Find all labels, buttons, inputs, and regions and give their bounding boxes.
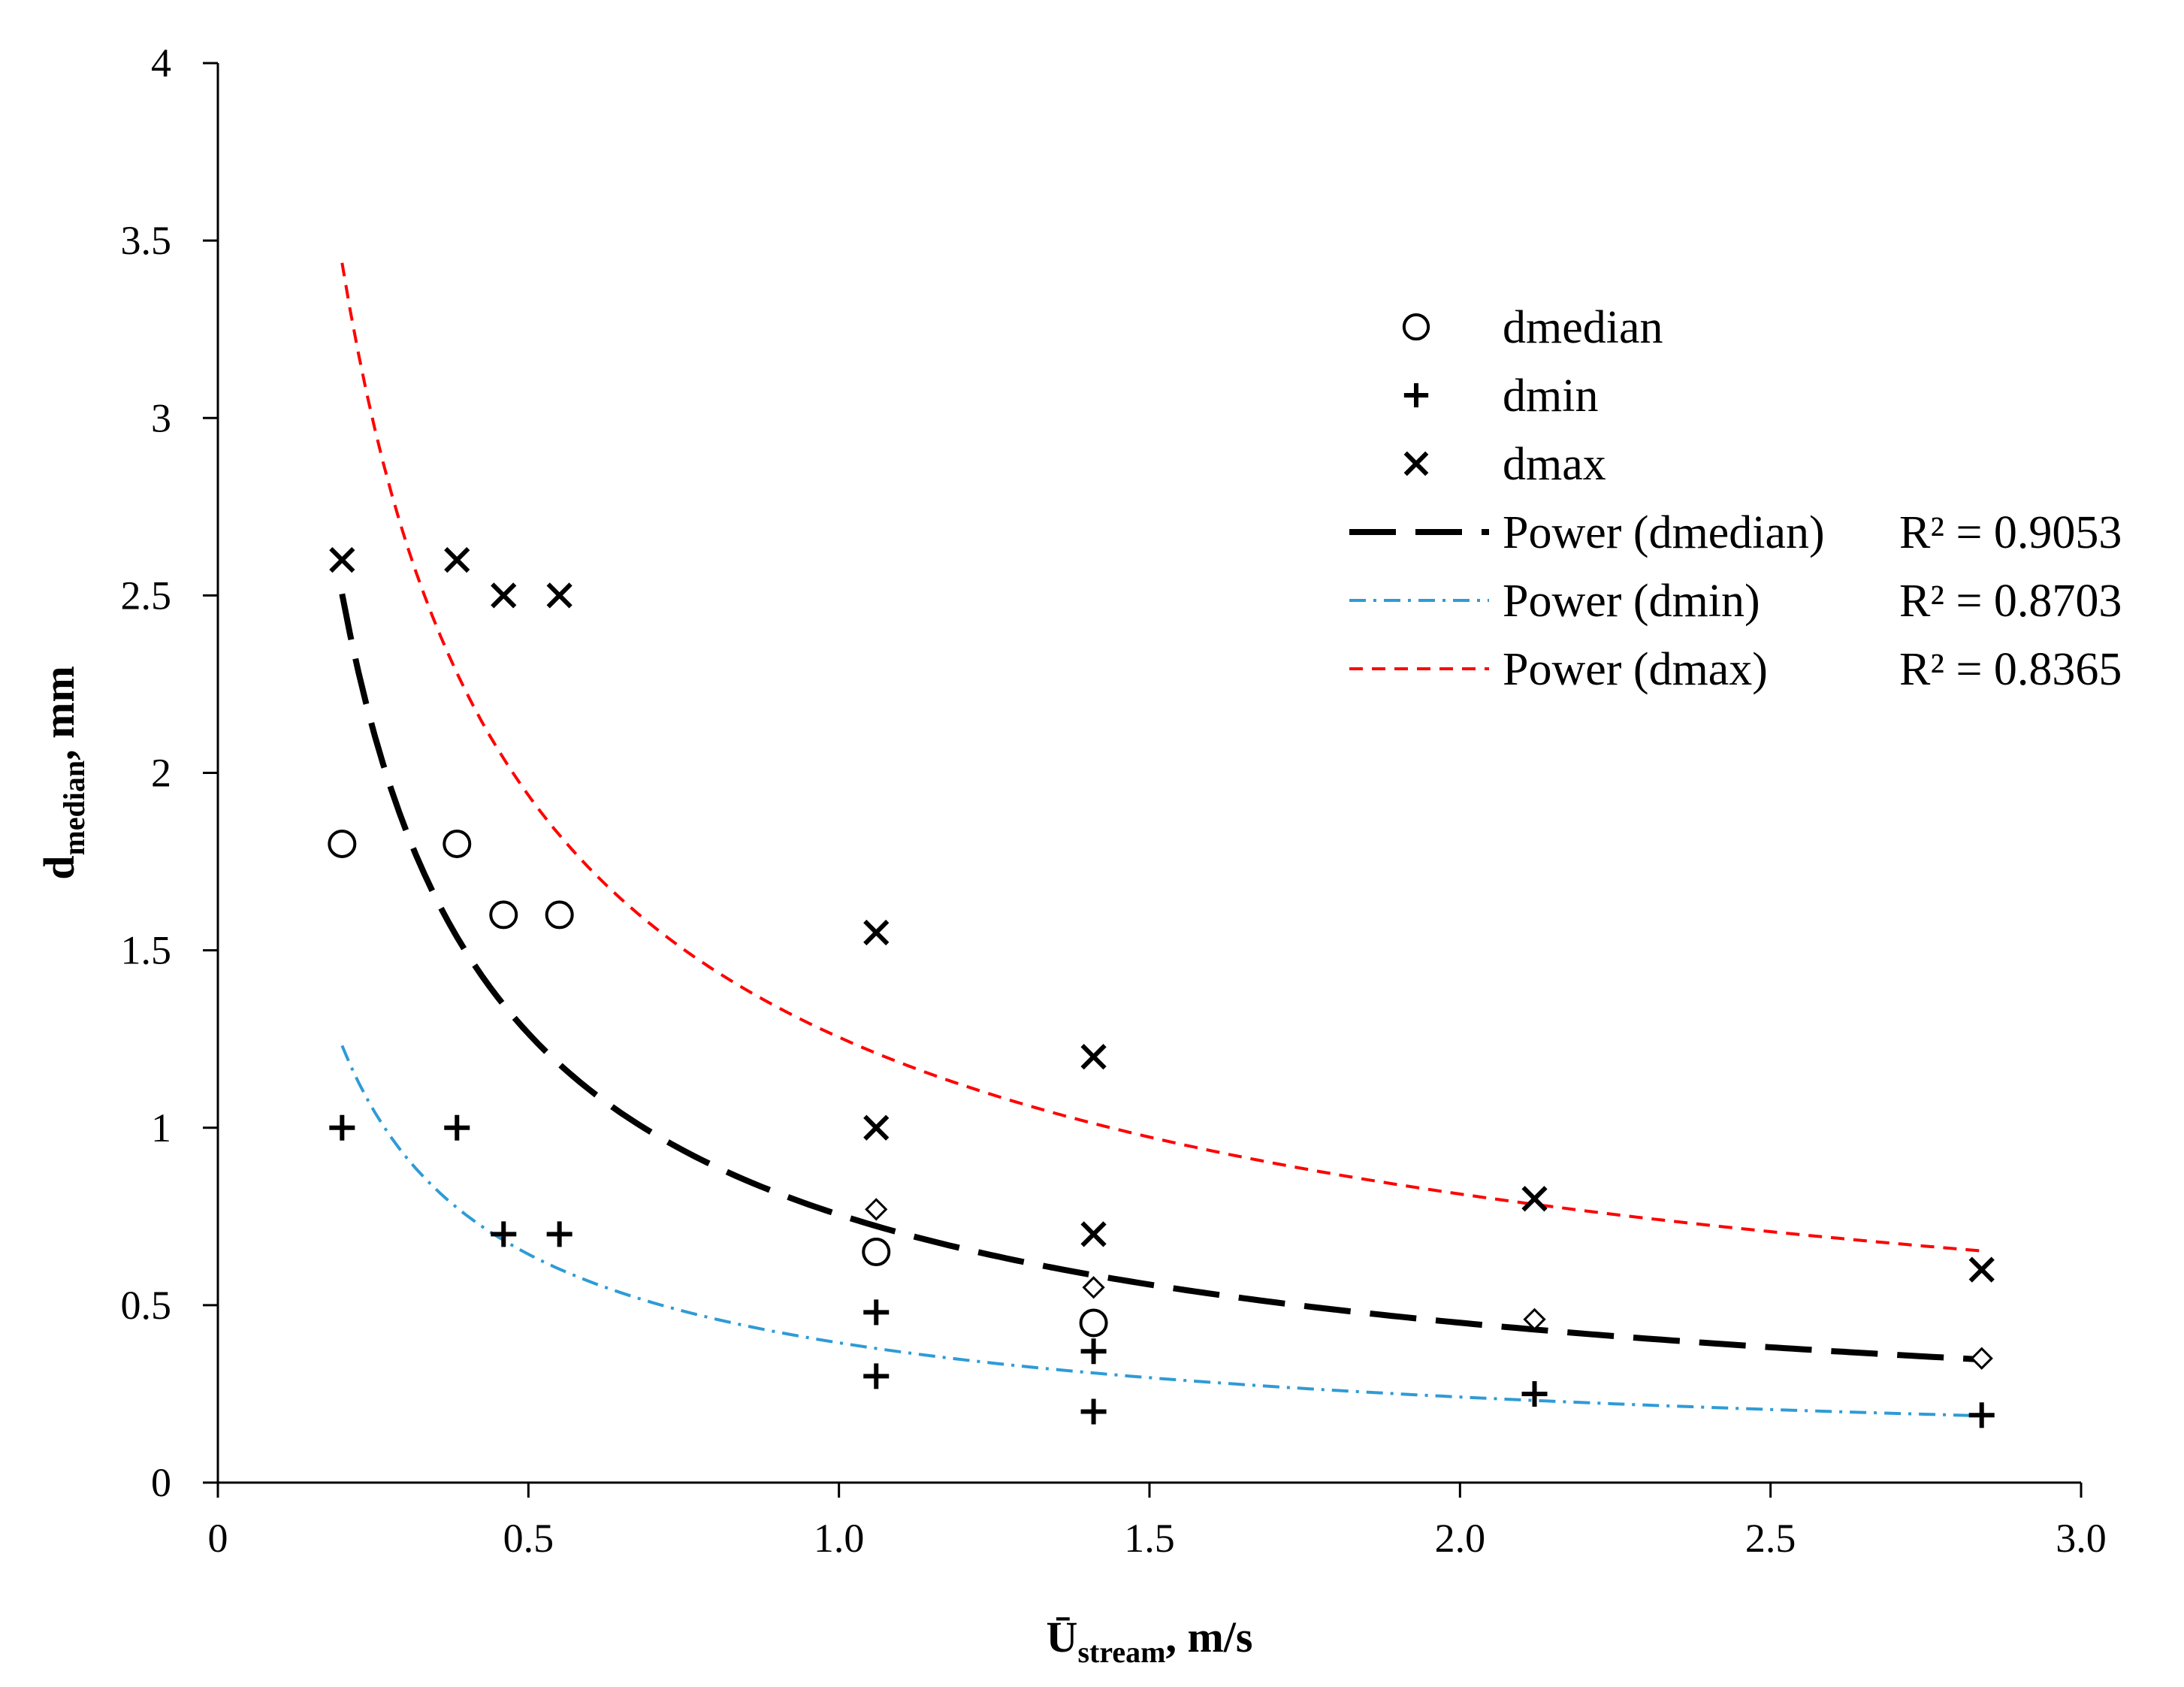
x-axis-title: Ūstream, m/s xyxy=(1047,1613,1253,1669)
y-tick-label: 0 xyxy=(151,1460,171,1505)
data-point-dmax xyxy=(329,547,355,573)
y-tick-label: 2.5 xyxy=(121,573,172,618)
data-point-dmin xyxy=(329,1114,355,1141)
data-point-unlabeled xyxy=(1970,1347,1993,1370)
r-squared-power-dmin: R² = 0.8703 xyxy=(1899,576,2122,627)
y-tick-label: 3.5 xyxy=(121,218,172,263)
x-tick-label: 2.5 xyxy=(1745,1516,1796,1561)
legend-label-power-dmin: Power (dmin) xyxy=(1503,576,1760,627)
data-point-dmax xyxy=(863,919,890,946)
y-tick-label: 2 xyxy=(151,751,171,796)
legend: dmedian dmin dmax Power (dmedian) R² = 0.905… xyxy=(1349,302,2122,695)
x-tick-label: 0 xyxy=(208,1516,228,1561)
data-point-dmax xyxy=(546,582,572,609)
data-markers xyxy=(328,547,1995,1429)
data-point-dmax xyxy=(444,547,470,573)
x-axis-title-suffix: , m/s xyxy=(1165,1613,1252,1661)
legend-label-power-dmax: Power (dmax) xyxy=(1503,644,1768,695)
data-point-dmin xyxy=(1080,1338,1107,1365)
r-squared-power-dmedian: R² = 0.9053 xyxy=(1899,507,2122,558)
r-squared-power-dmax: R² = 0.8365 xyxy=(1899,644,2122,695)
data-point-dmin xyxy=(863,1363,890,1389)
data-point-dmax xyxy=(1080,1221,1107,1247)
legend-marker-dmin xyxy=(1403,382,1429,408)
trendline-power-dmin xyxy=(340,1045,1982,1418)
x-tick-label: 1.5 xyxy=(1124,1516,1175,1561)
data-point-dmin xyxy=(444,1114,470,1141)
data-point-dmin xyxy=(546,1221,572,1247)
data-point-dmin xyxy=(491,1221,517,1247)
data-point-dmin xyxy=(1080,1398,1107,1425)
data-point-dmin xyxy=(863,1299,890,1326)
y-axis-title-sub: median xyxy=(57,760,91,856)
y-axis-title: dmedian, mm xyxy=(35,666,91,880)
data-point-dmax xyxy=(1080,1044,1107,1070)
data-point-dmedian xyxy=(862,1238,891,1267)
data-point-dmax xyxy=(1968,1256,1995,1283)
data-point-unlabeled xyxy=(865,1198,888,1221)
legend-label-dmedian: dmedian xyxy=(1503,302,1663,353)
x-tick-label: 3.0 xyxy=(2056,1516,2107,1561)
trendlines xyxy=(339,262,1982,1418)
data-point-dmedian xyxy=(545,900,574,930)
y-tick-label: 1 xyxy=(151,1105,171,1150)
data-point-dmin xyxy=(1521,1380,1548,1407)
y-tick-label: 0.5 xyxy=(121,1283,172,1328)
y-tick-label: 1.5 xyxy=(121,928,172,973)
data-point-dmax xyxy=(863,1114,890,1141)
data-point-dmax xyxy=(491,582,517,609)
x-tick-label: 2.0 xyxy=(1435,1516,1486,1561)
data-point-dmin xyxy=(1968,1402,1995,1429)
x-tick-label: 1.0 xyxy=(814,1516,865,1561)
x-axis-title-main: Ū xyxy=(1047,1613,1078,1661)
trendline-power-dmax xyxy=(340,262,1982,1253)
y-tick-label: 4 xyxy=(151,41,171,86)
x-tick-label: 0.5 xyxy=(503,1516,554,1561)
x-axis-title-sub: stream xyxy=(1077,1635,1165,1669)
data-point-dmedian xyxy=(328,829,357,858)
trendline-power-dmedian xyxy=(339,593,1982,1363)
data-point-unlabeled xyxy=(1082,1276,1105,1299)
data-point-dmax xyxy=(1521,1186,1548,1212)
y-axis-title-suffix: , mm xyxy=(35,666,83,760)
legend-label-power-dmedian: Power (dmedian) xyxy=(1503,507,1825,558)
legend-label-dmax: dmax xyxy=(1503,439,1606,490)
legend-label-dmin: dmin xyxy=(1503,370,1598,422)
data-point-dmedian xyxy=(489,900,518,930)
axes: 0 0.5 1 1.5 2 2.5 3 3.5 4 0 0.5 1.0 1.5 2.0 2.5 3.0 Ūstr… xyxy=(35,41,2107,1669)
data-point-unlabeled xyxy=(1523,1308,1546,1331)
data-point-dmedian xyxy=(1079,1308,1108,1338)
data-point-dmedian xyxy=(443,829,472,858)
legend-marker-dmax xyxy=(1403,451,1429,476)
y-tick-label: 3 xyxy=(151,395,171,440)
legend-marker-dmedian xyxy=(1402,313,1430,341)
y-axis-title-main: d xyxy=(35,856,83,880)
